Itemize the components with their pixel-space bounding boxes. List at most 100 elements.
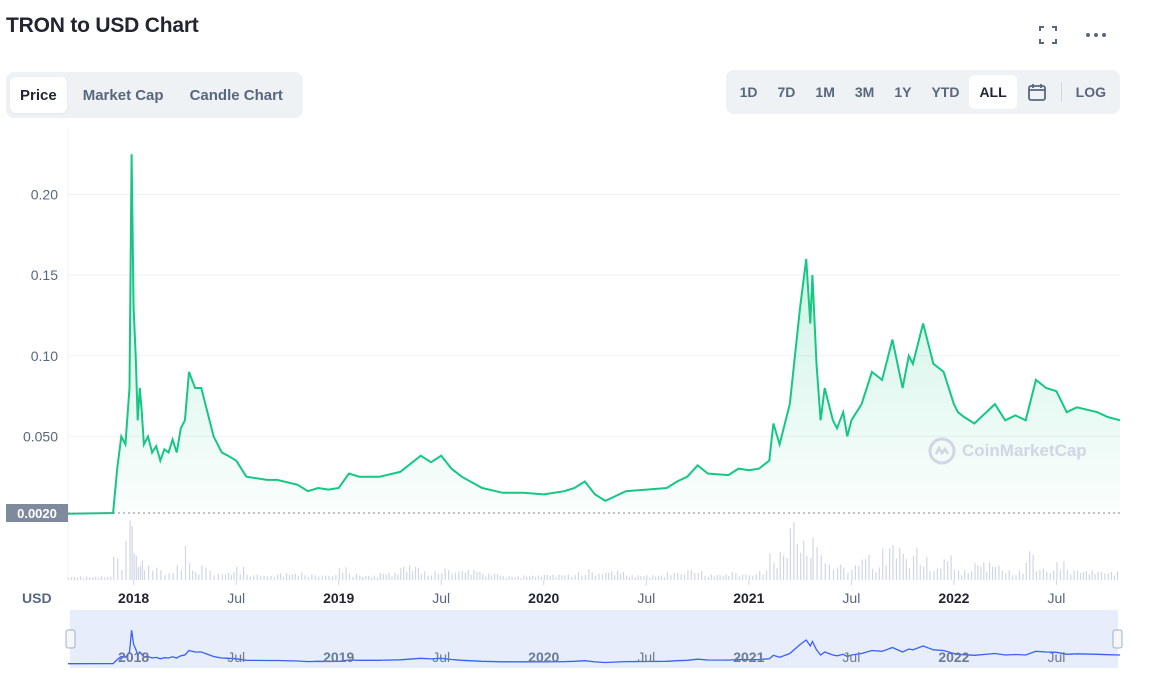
watermark: CoinMarketCap xyxy=(928,437,1087,465)
volume-bar xyxy=(943,559,945,580)
volume-bar xyxy=(789,528,791,580)
volume-bar xyxy=(485,576,487,580)
volume-bar xyxy=(213,575,215,580)
volume-bar xyxy=(403,566,405,580)
range-all[interactable]: ALL xyxy=(969,75,1017,109)
volume-bar xyxy=(461,571,463,580)
volume-bar xyxy=(80,576,82,580)
volume-bar xyxy=(505,577,507,580)
volume-bar xyxy=(331,576,334,580)
volume-bar xyxy=(697,573,699,580)
volume-bar xyxy=(1053,570,1055,580)
navigator-right-handle[interactable] xyxy=(1112,629,1123,649)
volume-bar xyxy=(288,575,291,580)
volume-bar xyxy=(571,577,573,580)
x-tick-label: 2022 xyxy=(938,590,969,606)
volume-bar xyxy=(690,569,692,580)
more-horizontal-icon[interactable] xyxy=(1083,22,1109,48)
volume-bar xyxy=(1035,571,1038,580)
volume-bar xyxy=(634,577,636,580)
volume-bar xyxy=(131,526,133,580)
fullscreen-icon[interactable] xyxy=(1035,22,1061,48)
volume-bar xyxy=(451,573,453,580)
volume-bar xyxy=(98,578,100,580)
navigator-left-handle[interactable] xyxy=(65,629,76,649)
range-1m[interactable]: 1M xyxy=(815,84,835,100)
volume-bar xyxy=(133,553,135,580)
volume-bar xyxy=(1063,561,1065,580)
volume-bar xyxy=(249,576,251,580)
navigator-tick-label: 2019 xyxy=(323,649,354,665)
calendar-icon[interactable] xyxy=(1017,75,1057,109)
volume-bar xyxy=(549,576,551,580)
x-tick-label: 2018 xyxy=(118,590,149,606)
volume-bar xyxy=(567,574,569,580)
volume-bar xyxy=(488,573,490,580)
volume-bar xyxy=(1079,573,1082,580)
volume-bar xyxy=(335,575,337,580)
volume-bar xyxy=(1076,570,1079,580)
range-7d[interactable]: 7D xyxy=(777,84,796,100)
volume-bar xyxy=(526,576,528,580)
volume-bar xyxy=(517,576,519,580)
volume-bar xyxy=(104,577,106,580)
volume-bar xyxy=(731,571,733,580)
volume-bar xyxy=(243,566,245,580)
volume-bar xyxy=(532,575,534,580)
volume-bar xyxy=(441,573,443,580)
volume-bar xyxy=(263,575,265,580)
y-tick-label: 0.20 xyxy=(31,187,58,203)
x-tick-label: 2020 xyxy=(528,590,559,606)
volume-bar xyxy=(414,567,417,580)
volume-bar xyxy=(725,574,727,580)
volume-bar xyxy=(947,561,949,580)
volume-bar xyxy=(843,567,845,580)
volume-bar xyxy=(394,572,396,580)
currency-label: USD xyxy=(22,590,52,606)
volume-bar xyxy=(535,577,537,580)
navigator-tick-label: 2018 xyxy=(118,649,149,665)
range-navigator[interactable]: 2018 Jul 2019 Jul 2020 Jul 2021 Jul 2022 Jul xyxy=(0,606,1150,670)
volume-bar xyxy=(464,572,466,580)
volume-bar xyxy=(1001,570,1003,580)
price-line xyxy=(67,154,1121,515)
volume-bar xyxy=(125,540,127,580)
volume-bar xyxy=(1029,551,1031,580)
x-tick-label: 2019 xyxy=(323,590,354,606)
volume-bar xyxy=(837,567,839,580)
time-range-selector: 1D 7D 1M 3M 1Y YTD ALL LOG xyxy=(725,70,1120,114)
volume-bar xyxy=(971,571,973,580)
volume-bar xyxy=(221,574,223,580)
volume-bar xyxy=(74,576,76,580)
volume-bar xyxy=(666,572,668,580)
volume-bar xyxy=(687,570,689,580)
volume-bar xyxy=(139,566,141,580)
volume-bar xyxy=(561,575,563,580)
volume-bar xyxy=(552,574,554,580)
tab-candle-chart[interactable]: Candle Chart xyxy=(189,86,283,104)
volume-bar xyxy=(803,540,805,580)
volume-bar xyxy=(239,573,241,580)
range-1y[interactable]: 1Y xyxy=(894,84,912,100)
volume-bar xyxy=(454,572,457,580)
tab-market-cap[interactable]: Market Cap xyxy=(82,86,164,104)
volume-bar xyxy=(1107,573,1109,580)
range-ytd[interactable]: YTD xyxy=(931,84,960,100)
volume-bar xyxy=(352,576,354,580)
log-toggle[interactable]: LOG xyxy=(1075,84,1106,100)
volume-bar xyxy=(397,574,399,580)
range-3m[interactable]: 3M xyxy=(854,84,875,100)
volume-bar xyxy=(424,571,426,580)
volume-bar xyxy=(919,564,921,580)
volume-bar xyxy=(1049,573,1051,580)
range-1d[interactable]: 1D xyxy=(739,84,758,100)
volume-bar xyxy=(1059,570,1061,580)
volume-bar xyxy=(847,572,849,580)
volume-bar xyxy=(431,575,433,580)
volume-bar xyxy=(619,573,622,580)
tab-price[interactable]: Price xyxy=(10,77,67,113)
volume-bar xyxy=(1018,570,1020,580)
volume-bar xyxy=(370,577,373,580)
volume-bar xyxy=(95,576,97,580)
volume-bar xyxy=(427,575,429,580)
